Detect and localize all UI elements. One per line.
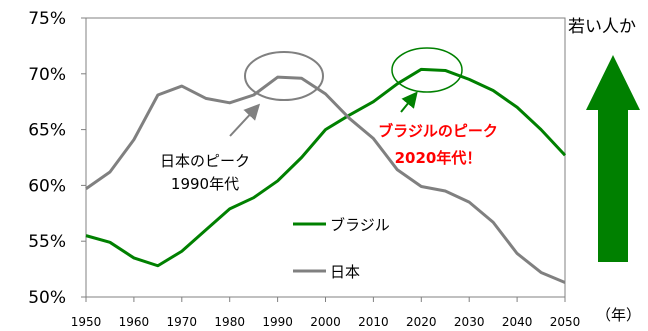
x-tick-label: 1990 <box>262 315 293 329</box>
brazil-peak-ellipse <box>391 47 463 93</box>
japan-peak-ellipse <box>244 51 324 101</box>
x-tick-label: 1950 <box>71 315 102 329</box>
x-tick-label: 2040 <box>502 315 533 329</box>
y-tick-label: 60% <box>28 176 66 196</box>
y-tick-label: 50% <box>28 288 66 308</box>
legend-label-brazil: ブラジル <box>330 216 390 234</box>
x-tick-label: 2050 <box>550 315 581 329</box>
x-tick-label: 2010 <box>358 315 389 329</box>
x-tick-label: 1970 <box>167 315 198 329</box>
x-tick-label: 2000 <box>310 315 341 329</box>
japan-peak-arrow <box>229 103 261 137</box>
y-tick-label: 55% <box>28 232 66 252</box>
y-tick-label: 70% <box>28 65 66 85</box>
brazil-peak-label-line1: ブラジルのピーク <box>378 122 498 140</box>
x-tick-label: 2030 <box>454 315 485 329</box>
brazil-peak-label-line2: 2020年代！ <box>395 149 482 167</box>
x-tick-label: 1980 <box>214 315 245 329</box>
y-tick-label: 75% <box>28 9 66 29</box>
japan-peak-label-line1: 日本のピーク <box>160 152 250 170</box>
x-axis-label: （年） <box>596 306 641 324</box>
brazil-peak-arrow <box>400 91 418 113</box>
series-layer <box>85 67 567 284</box>
x-tick-label: 1960 <box>119 315 150 329</box>
japan-peak-label-line2: 1990年代 <box>171 175 239 193</box>
x-tick-label: 2020 <box>406 315 437 329</box>
legend-label-japan: 日本 <box>330 263 360 281</box>
y-tick-label: 65% <box>28 121 66 141</box>
y-axis-ticks: 50% 55% 60% 65% 70% 75% <box>28 9 86 308</box>
plot-area <box>85 17 566 298</box>
right-heading-text: 若い人か <box>568 17 636 37</box>
legend: ブラジル 日本 <box>293 216 390 281</box>
up-arrow-icon <box>586 55 640 262</box>
x-axis-ticks: 1950 1960 1970 1980 1990 2000 2010 2020 2030 2040… <box>71 297 581 329</box>
series-line-japan <box>85 75 566 284</box>
series-line-brazil <box>85 67 567 268</box>
